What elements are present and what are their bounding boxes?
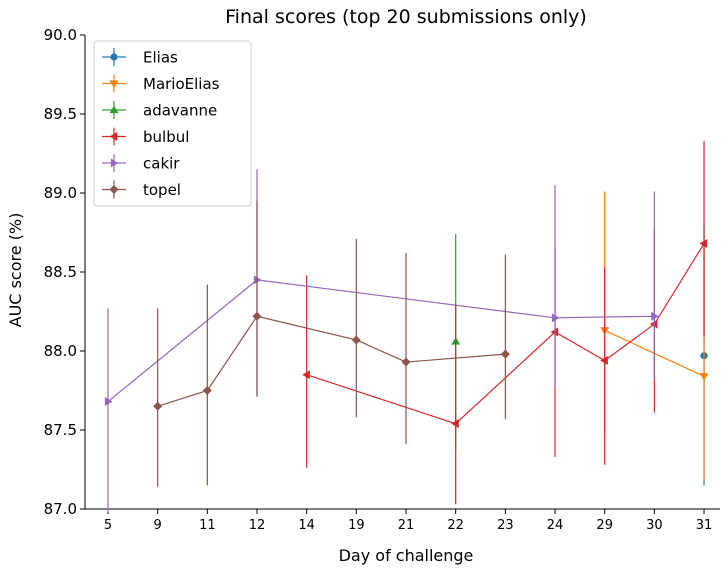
x-tick-label: 23 xyxy=(497,518,514,533)
data-point xyxy=(551,313,560,323)
data-point xyxy=(202,386,212,395)
plot-area xyxy=(104,140,709,513)
data-point xyxy=(649,319,658,329)
x-axis-label: Day of challenge xyxy=(339,546,474,565)
series-line xyxy=(306,243,705,425)
data-point xyxy=(550,327,559,337)
y-tick-label: 89.0 xyxy=(44,184,77,202)
x-tick-label: 21 xyxy=(398,518,415,533)
legend-marker xyxy=(110,158,119,168)
y-tick-label: 87.0 xyxy=(44,500,77,518)
x-tick-label: 29 xyxy=(596,518,613,533)
x-tick-label: 31 xyxy=(696,518,713,533)
data-point xyxy=(699,373,709,381)
series-line xyxy=(107,279,655,403)
data-point xyxy=(699,239,708,249)
x-tick-label: 22 xyxy=(447,518,464,533)
x-tick-label: 19 xyxy=(348,518,365,533)
legend-marker xyxy=(109,105,119,114)
series-cakir xyxy=(104,169,659,513)
legend: Elias MarioElias adavanne bulbul cakir topel xyxy=(93,40,252,207)
y-tick-label: 90.0 xyxy=(44,26,77,44)
data-point xyxy=(351,335,361,345)
y-tick-label: 88.5 xyxy=(44,263,77,281)
legend-label: Elias xyxy=(143,49,178,67)
x-tick-label: 30 xyxy=(646,518,663,533)
x-tick-label: 11 xyxy=(199,518,216,533)
legend-marker xyxy=(109,132,118,141)
x-tick-label: 12 xyxy=(249,518,266,533)
axes: 87.0 87.5 88.0 88.5 89.0 89.5 90.0 5 9 11 12 14 19 21… xyxy=(44,26,720,533)
data-point xyxy=(401,357,411,367)
chart-title: Final scores (top 20 submissions only) xyxy=(225,6,587,28)
series-topel xyxy=(153,200,510,487)
x-tick-label: 9 xyxy=(154,518,162,533)
legend-label: adavanne xyxy=(143,102,217,120)
data-point xyxy=(104,397,113,407)
data-point xyxy=(252,311,262,321)
legend-box xyxy=(93,40,252,207)
series-line xyxy=(157,315,506,407)
x-tick-label: 14 xyxy=(298,518,315,533)
y-tick-label: 88.0 xyxy=(44,342,77,360)
data-point xyxy=(651,311,659,321)
data-point xyxy=(253,275,262,285)
legend-marker xyxy=(109,185,119,194)
legend-label: topel xyxy=(143,181,181,199)
x-tick-label: 24 xyxy=(547,518,564,533)
legend-marker xyxy=(110,53,118,61)
data-point xyxy=(600,355,608,365)
y-tick-label: 87.5 xyxy=(44,421,77,439)
x-tick-label: 5 xyxy=(104,518,112,533)
legend-label: MarioElias xyxy=(143,75,220,93)
data-point xyxy=(302,370,310,380)
y-axis-label: AUC score (%) xyxy=(6,213,25,328)
data-point xyxy=(451,419,459,429)
legend-label: cakir xyxy=(143,155,180,173)
series-bulbul xyxy=(302,140,708,505)
data-point xyxy=(153,401,163,411)
legend-marker xyxy=(109,80,119,88)
legend-label: bulbul xyxy=(143,128,189,146)
y-tick-label: 89.5 xyxy=(44,105,77,123)
data-point xyxy=(500,349,510,359)
